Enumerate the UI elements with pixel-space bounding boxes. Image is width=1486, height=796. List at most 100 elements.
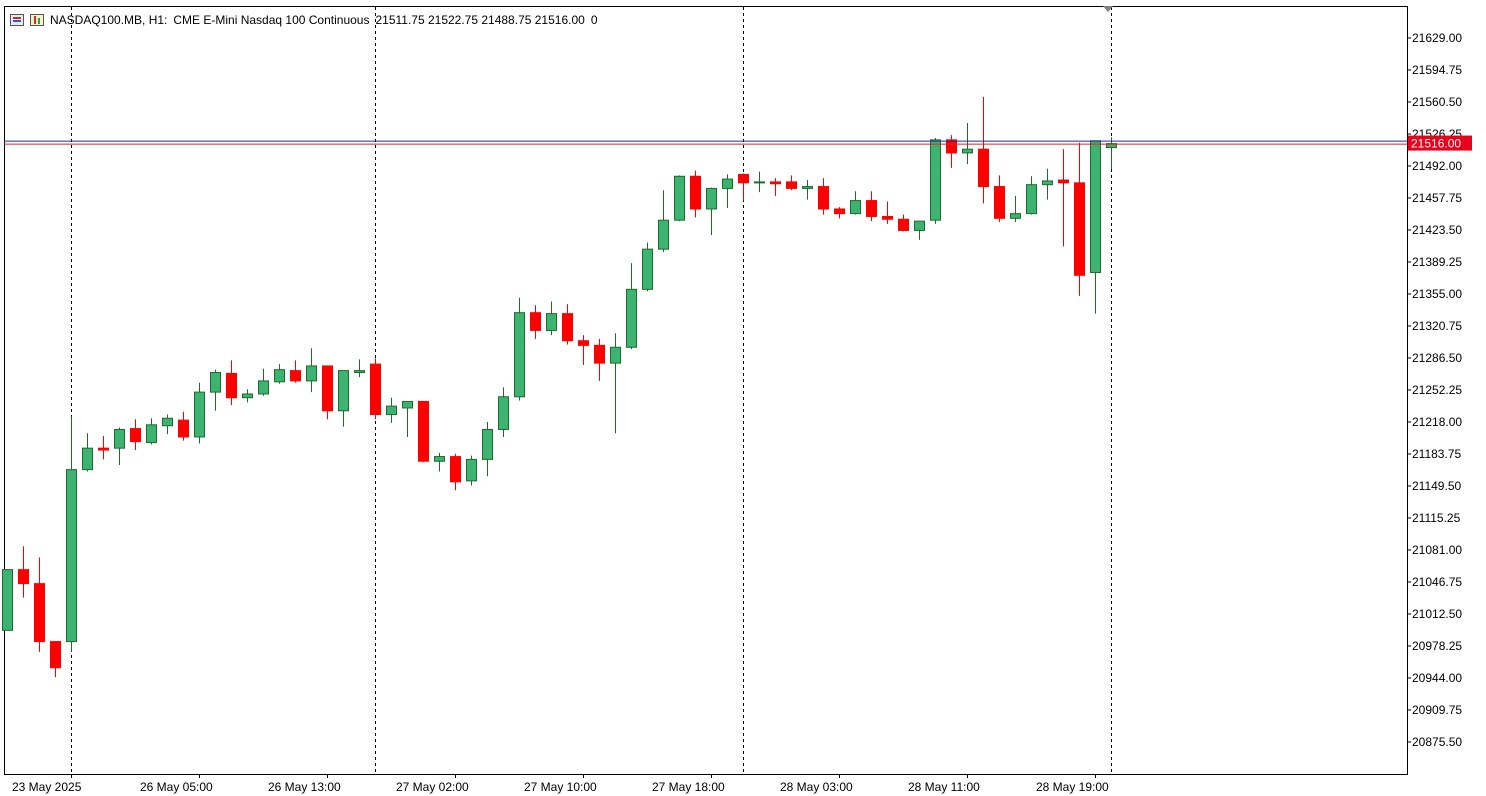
candle bbox=[178, 411, 189, 441]
candle-body bbox=[610, 346, 621, 364]
candle-body bbox=[66, 469, 77, 643]
candle-body bbox=[258, 380, 269, 395]
price-tick-label: 21046.75 bbox=[1412, 575, 1462, 589]
candle bbox=[2, 569, 13, 631]
candle bbox=[194, 382, 205, 444]
chart-header: NASDAQ100.MB, H1: CME E-Mini Nasdaq 100 … bbox=[10, 12, 598, 28]
candle bbox=[418, 400, 429, 463]
candle-body bbox=[226, 372, 237, 399]
candle-body bbox=[898, 218, 909, 231]
candle-body bbox=[1058, 179, 1069, 184]
candle bbox=[786, 175, 797, 191]
candle bbox=[386, 397, 397, 423]
candle bbox=[898, 214, 909, 232]
candle-body bbox=[210, 371, 221, 393]
symbol-label: NASDAQ100.MB, H1: bbox=[50, 13, 168, 27]
candle bbox=[66, 416, 77, 652]
candle-body bbox=[18, 569, 29, 585]
candle-body bbox=[418, 400, 429, 462]
plot-area bbox=[4, 6, 1408, 775]
candle bbox=[1026, 176, 1037, 215]
candle bbox=[402, 400, 413, 437]
candle-body bbox=[978, 148, 989, 188]
price-tick-label: 20909.75 bbox=[1412, 703, 1462, 717]
candle bbox=[466, 455, 477, 486]
symbol-description: CME E-Mini Nasdaq 100 Continuous bbox=[173, 13, 370, 27]
candle-body bbox=[626, 288, 637, 348]
candle bbox=[450, 453, 461, 491]
price-tick-label: 20978.25 bbox=[1412, 639, 1462, 653]
candle-body bbox=[530, 312, 541, 331]
price-tick-label: 21012.50 bbox=[1412, 607, 1462, 621]
time-tick-label: 28 May 19:00 bbox=[1036, 780, 1109, 794]
candle bbox=[258, 368, 269, 396]
candle bbox=[978, 96, 989, 204]
price-axis[interactable]: 21629.0021594.7521560.5021526.2521492.00… bbox=[1407, 31, 1472, 749]
candle-body bbox=[162, 417, 173, 427]
candle bbox=[146, 418, 157, 445]
candle bbox=[18, 546, 29, 598]
candle-body bbox=[770, 181, 781, 185]
candle bbox=[642, 242, 653, 292]
candle-body bbox=[274, 369, 285, 383]
price-tick-label: 21492.00 bbox=[1412, 159, 1462, 173]
candle-body bbox=[1074, 182, 1085, 276]
time-axis[interactable]: 23 May 2025 26 May 05:00 26 May 13:00 27 Ma… bbox=[12, 774, 1109, 794]
candle-body bbox=[1042, 180, 1053, 186]
chart-window-icon[interactable] bbox=[10, 14, 24, 26]
candle-body bbox=[946, 139, 957, 154]
candle bbox=[290, 360, 301, 383]
price-tick-label: 21594.75 bbox=[1412, 63, 1462, 77]
candle bbox=[706, 187, 717, 236]
candle bbox=[50, 641, 61, 678]
price-tick-label: 21457.75 bbox=[1412, 191, 1462, 205]
candle bbox=[98, 436, 109, 460]
candle bbox=[818, 178, 829, 215]
time-tick-label: 27 May 18:00 bbox=[652, 780, 725, 794]
price-tick-label: 21286.50 bbox=[1412, 351, 1462, 365]
candle bbox=[930, 137, 941, 224]
candle-body bbox=[706, 187, 717, 210]
price-tick-label: 21183.75 bbox=[1412, 447, 1461, 461]
price-tick-label: 21081.00 bbox=[1412, 543, 1462, 557]
candle-body bbox=[834, 208, 845, 215]
candle bbox=[754, 171, 765, 193]
candle-body bbox=[818, 186, 829, 210]
candle-body bbox=[866, 200, 877, 217]
volume-value: 0 bbox=[590, 13, 598, 27]
chart-shift-marker-icon[interactable] bbox=[1103, 6, 1113, 12]
candle bbox=[370, 358, 381, 420]
time-tick-label: 26 May 13:00 bbox=[268, 780, 341, 794]
candle-body bbox=[722, 178, 733, 189]
ohlc-values: 21511.75 21522.75 21488.75 21516.00 bbox=[375, 13, 585, 27]
symbol-icon[interactable] bbox=[30, 14, 44, 26]
candle-body bbox=[194, 391, 205, 438]
candle-body bbox=[178, 419, 189, 438]
candle-body bbox=[994, 186, 1005, 219]
price-tick-label: 21355.00 bbox=[1412, 287, 1462, 301]
candle-body bbox=[642, 248, 653, 290]
candle-body bbox=[370, 363, 381, 416]
candle-body bbox=[514, 312, 525, 398]
price-tick-label: 21252.25 bbox=[1412, 383, 1462, 397]
candle-body bbox=[34, 583, 45, 643]
candle-body bbox=[914, 220, 925, 231]
candle-body bbox=[594, 344, 605, 364]
candle bbox=[322, 365, 333, 420]
candle-body bbox=[2, 569, 13, 631]
time-tick-label: 23 May 2025 bbox=[12, 780, 82, 794]
candle-body bbox=[322, 365, 333, 412]
candle bbox=[546, 301, 557, 336]
session-separators bbox=[71, 7, 1112, 774]
candle-body bbox=[434, 456, 445, 462]
candle bbox=[226, 360, 237, 406]
candle bbox=[1074, 142, 1085, 296]
candle-body bbox=[850, 200, 861, 215]
candle bbox=[434, 452, 445, 472]
candle-body bbox=[98, 447, 109, 451]
price-tick-label: 20875.50 bbox=[1412, 735, 1462, 749]
candle bbox=[882, 201, 893, 224]
candle bbox=[306, 348, 317, 393]
candle bbox=[914, 220, 925, 240]
